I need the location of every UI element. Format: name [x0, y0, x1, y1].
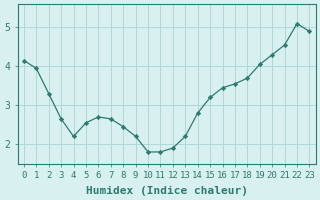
X-axis label: Humidex (Indice chaleur): Humidex (Indice chaleur): [86, 186, 248, 196]
